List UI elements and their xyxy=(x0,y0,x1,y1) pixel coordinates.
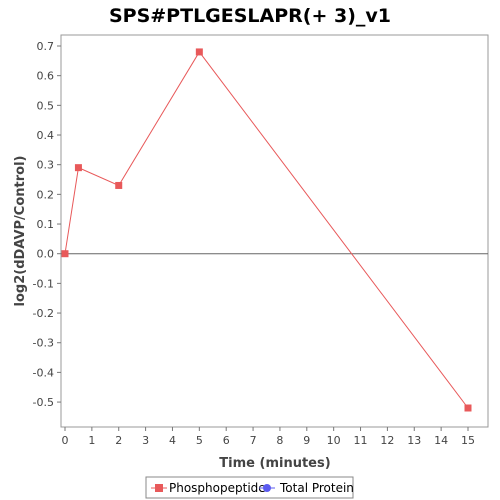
y-tick-label: -0.3 xyxy=(33,337,54,350)
x-tick-label: 9 xyxy=(303,434,310,447)
series-layer xyxy=(61,48,472,412)
x-tick-label: 8 xyxy=(276,434,283,447)
y-axis: 0.7 0.6 0.5 0.4 0.3 0.2 0.1 0.0 -0.1 -0.2 -0.3 -0.4… xyxy=(33,40,61,409)
y-tick-label: -0.4 xyxy=(33,366,54,379)
x-tick-label: 2 xyxy=(115,434,122,447)
plot-area xyxy=(60,34,489,428)
x-tick-label: 5 xyxy=(196,434,203,447)
y-tick-label: -0.1 xyxy=(33,277,54,290)
chart-title: SPS#PTLGESLAPR(+ 3)_v1 xyxy=(109,5,391,27)
data-point xyxy=(195,48,203,56)
x-axis: 0 1 2 3 4 5 6 7 8 9 10 11 12 13 14 15 xyxy=(62,427,475,447)
y-tick-label: 0.6 xyxy=(37,70,55,83)
data-point xyxy=(74,164,82,172)
legend-total-label: Total Protein xyxy=(279,481,354,495)
x-axis-label: Time (minutes) xyxy=(219,456,330,471)
y-tick-label: 0.0 xyxy=(37,248,55,261)
legend-total-marker xyxy=(263,484,271,492)
legend: Phosphopeptide Total Protein xyxy=(145,476,354,499)
x-tick-label: 14 xyxy=(434,434,448,447)
y-tick-label: 0.1 xyxy=(37,218,55,231)
x-tick-label: 15 xyxy=(461,434,475,447)
y-tick-label: 0.7 xyxy=(37,40,55,53)
x-tick-label: 7 xyxy=(250,434,257,447)
x-tick-label: 10 xyxy=(327,434,341,447)
x-tick-label: 6 xyxy=(223,434,230,447)
x-tick-label: 0 xyxy=(62,434,69,447)
data-point xyxy=(115,181,123,189)
data-point xyxy=(464,404,472,412)
y-tick-label: 0.4 xyxy=(37,129,55,142)
y-tick-label: 0.2 xyxy=(37,188,55,201)
y-tick-label: -0.2 xyxy=(33,307,54,320)
x-tick-label: 11 xyxy=(354,434,368,447)
legend-box xyxy=(145,476,354,499)
y-tick-label: 0.5 xyxy=(37,99,55,112)
x-tick-label: 13 xyxy=(407,434,421,447)
legend-phospho-label: Phosphopeptide xyxy=(169,481,266,495)
x-tick-label: 3 xyxy=(142,434,149,447)
legend-phospho-marker xyxy=(155,484,163,492)
y-tick-label: 0.3 xyxy=(37,159,55,172)
x-tick-label: 12 xyxy=(380,434,394,447)
x-tick-label: 1 xyxy=(88,434,95,447)
y-tick-label: -0.5 xyxy=(33,396,54,409)
x-tick-label: 4 xyxy=(169,434,176,447)
y-axis-label: log2(dDAVP/Control) xyxy=(13,156,28,307)
data-point xyxy=(61,250,69,258)
